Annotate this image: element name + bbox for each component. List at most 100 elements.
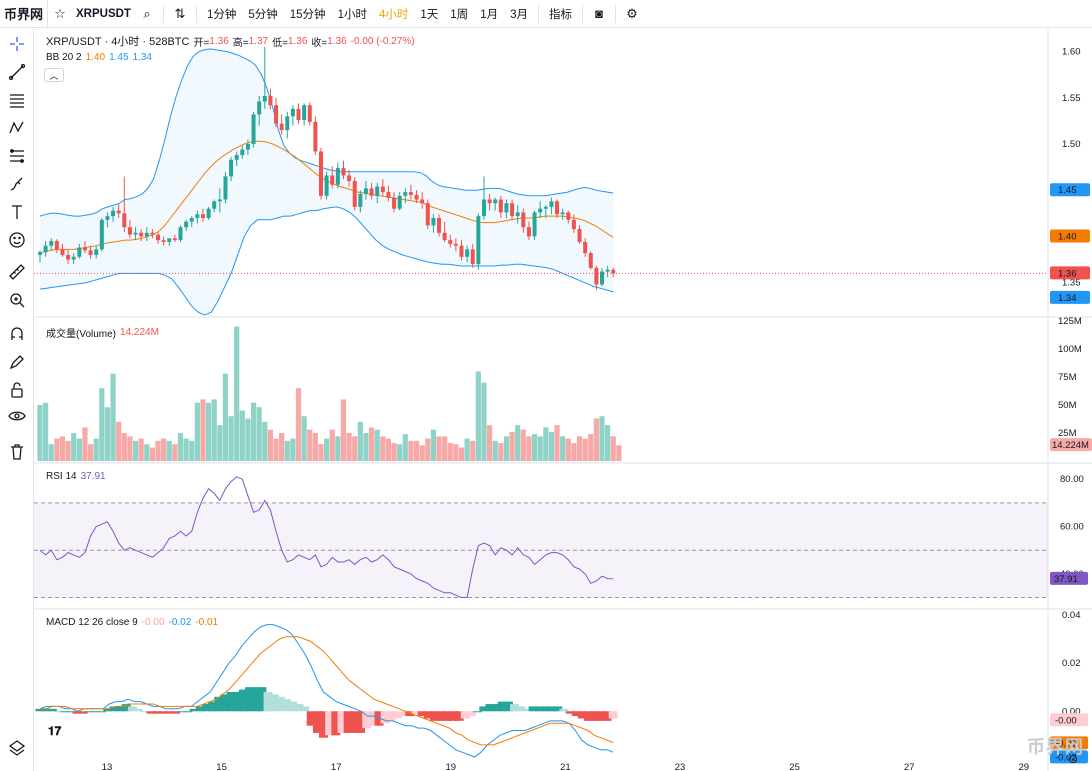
macd-histogram-bar xyxy=(454,711,464,721)
emoji-tool-icon[interactable] xyxy=(5,229,29,251)
macd-histogram-bar xyxy=(171,711,181,714)
volume-bar xyxy=(588,434,594,461)
interval-button[interactable]: 1分钟 xyxy=(206,8,237,21)
interval-button[interactable]: 1小时 xyxy=(337,8,367,21)
volume-bar xyxy=(380,436,386,461)
volume-bar xyxy=(515,425,521,461)
volume-bar xyxy=(189,440,195,461)
bb-lower-badge-bg xyxy=(1050,290,1090,304)
camera-icon[interactable]: ◙ xyxy=(595,6,603,21)
macd-histogram-bar xyxy=(368,711,378,726)
favorite-star-icon[interactable]: ☆ xyxy=(54,5,66,21)
macd-histogram-bar xyxy=(115,706,125,712)
lock-icon[interactable] xyxy=(5,379,29,401)
tradingview-logo[interactable]: 𝟏𝟕 xyxy=(48,724,62,738)
macd-legend[interactable]: MACD 12 26 close 9 -0.00 -0.02 -0.01 xyxy=(46,617,218,628)
volume-bar xyxy=(374,429,380,461)
magnet-icon[interactable] xyxy=(5,323,29,345)
interval-button[interactable]: 1天 xyxy=(420,8,439,21)
interval-button[interactable]: 5分钟 xyxy=(248,8,278,21)
macd-signal-line xyxy=(40,636,614,746)
volume-bar xyxy=(475,371,481,461)
toolbar-divider xyxy=(162,4,164,23)
macd-histogram-bar xyxy=(337,711,347,733)
change-value: -0.00 (-0.27%) xyxy=(350,35,415,47)
candle-body xyxy=(481,199,486,217)
macd-histogram-bar xyxy=(448,711,458,721)
bb-legend[interactable]: BB 20 2 1.40 1.45 1.34 xyxy=(46,52,152,63)
bb-lower-value: 1.34 xyxy=(132,52,152,63)
volume-bar xyxy=(149,447,155,461)
macd-line-value: -0.02 xyxy=(168,617,192,628)
volume-bar xyxy=(509,431,515,461)
horizontal-lines-tool-icon[interactable] xyxy=(5,89,29,111)
interval-button[interactable]: 4小时 xyxy=(378,8,409,21)
volume-bar xyxy=(464,438,470,461)
macd-histogram-bar xyxy=(325,711,335,736)
candle-body xyxy=(262,95,267,102)
volume-tick-label: 100M xyxy=(1058,344,1082,355)
macd-histogram-bar xyxy=(362,711,372,729)
macd-histogram-bar xyxy=(84,711,94,713)
volume-bar xyxy=(548,431,555,461)
macd-histogram-bar xyxy=(208,701,218,712)
candle-body xyxy=(330,175,335,185)
macd-histogram-bar xyxy=(547,706,557,712)
trash-icon[interactable] xyxy=(5,441,29,463)
candle-body xyxy=(156,234,161,241)
macd-histogram-bar xyxy=(571,711,581,717)
ruler-tool-icon[interactable] xyxy=(5,261,29,283)
volume-bar xyxy=(616,445,622,461)
search-icon[interactable]: ⌕ xyxy=(143,5,151,21)
macd-histogram-bar xyxy=(47,708,57,712)
candle-body xyxy=(476,216,481,265)
interval-button[interactable]: 3月 xyxy=(510,8,528,21)
fib-tool-icon[interactable] xyxy=(5,145,29,167)
rsi-legend[interactable]: RSI 14 37.91 xyxy=(46,471,106,482)
candle-body xyxy=(302,105,307,121)
interval-button[interactable]: 1月 xyxy=(480,8,499,21)
crosshair-tool-icon[interactable] xyxy=(5,33,29,55)
volume-bar xyxy=(346,433,352,461)
text-tool-icon[interactable] xyxy=(5,201,29,223)
volume-bar xyxy=(368,427,375,461)
candle-body xyxy=(229,159,234,177)
candle-body xyxy=(279,123,284,131)
symbol-label[interactable]: XRPUSDT xyxy=(76,7,131,20)
volume-legend[interactable]: 成交量(Volume) 14.224M xyxy=(46,325,159,340)
zoom-in-icon[interactable] xyxy=(5,289,29,311)
volume-bar xyxy=(599,416,605,461)
macd-histogram-bar xyxy=(356,711,366,733)
indicators-button[interactable]: 指标 xyxy=(549,8,572,21)
candle-body xyxy=(200,214,205,218)
rsi-line xyxy=(39,476,614,598)
volume-bar xyxy=(436,436,442,461)
macd-histogram-bar xyxy=(516,706,526,712)
candle-body xyxy=(571,219,576,230)
layers-icon[interactable] xyxy=(5,737,29,759)
candle-body xyxy=(139,232,144,237)
macd-tick-label: 0.00 xyxy=(1062,706,1081,717)
candle-body xyxy=(504,203,509,213)
collapse-legend-button[interactable]: ︿ xyxy=(44,68,64,82)
pencil-lock-icon[interactable] xyxy=(5,351,29,373)
scale-settings-icon[interactable]: ⊙ xyxy=(1068,752,1079,766)
gear-icon[interactable]: ⚙ xyxy=(626,5,638,21)
eye-icon[interactable] xyxy=(5,405,29,427)
macd-histogram-bar xyxy=(282,699,292,712)
candle-body xyxy=(465,249,470,257)
macd-histogram-bar xyxy=(66,711,76,713)
trend-line-tool-icon[interactable] xyxy=(5,61,29,83)
chart-canvas[interactable]: 1.601.551.501.451.401.351.451.401.361.34… xyxy=(34,29,1092,771)
site-logo[interactable]: 币界网 xyxy=(0,0,48,28)
candle-body xyxy=(583,241,588,254)
interval-button[interactable]: 1周 xyxy=(450,8,469,21)
brush-tool-icon[interactable] xyxy=(5,173,29,195)
volume-bar xyxy=(59,436,66,461)
pattern-tool-icon[interactable] xyxy=(5,117,29,139)
compare-icon[interactable]: ⇅ xyxy=(174,5,186,21)
interval-button[interactable]: 15分钟 xyxy=(289,8,326,21)
volume-bar xyxy=(82,427,88,461)
volume-bar xyxy=(531,434,538,461)
volume-bar xyxy=(560,436,566,461)
